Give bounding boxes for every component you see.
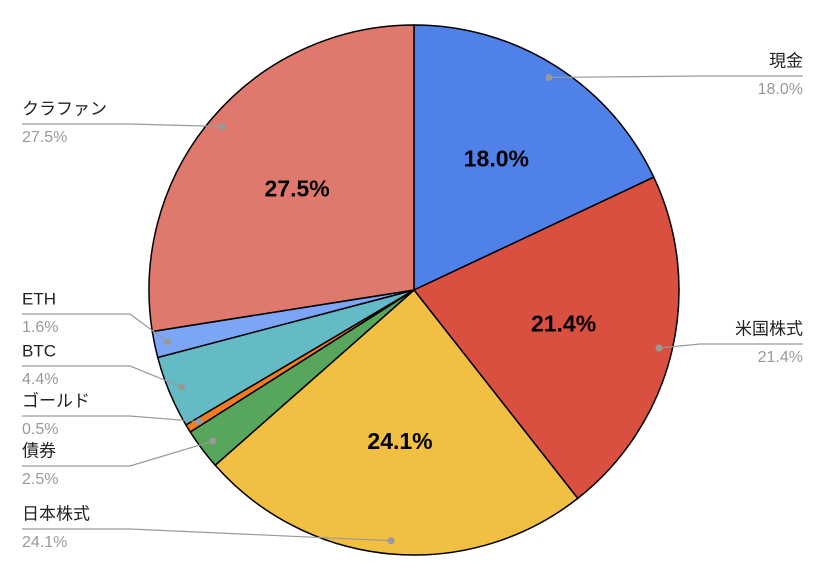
- value-label: 24.1%: [22, 534, 67, 551]
- leader-line: [658, 343, 803, 349]
- value-label: 4.4%: [22, 371, 58, 388]
- value-label: 2.5%: [22, 471, 58, 488]
- legend-label: BTC: [22, 341, 56, 360]
- slice-label: 21.4%: [531, 310, 596, 336]
- leader-dot: [178, 383, 186, 391]
- leader-dot: [545, 73, 553, 81]
- legend-label: ゴールド: [22, 390, 90, 410]
- legend-label: ETH: [22, 289, 56, 308]
- leader-dot: [164, 338, 172, 346]
- pie-slice: [148, 24, 415, 333]
- leader-dot: [195, 418, 203, 426]
- slice-label: 27.5%: [265, 175, 330, 201]
- leader-line: [22, 365, 182, 388]
- leader-line: [22, 123, 223, 128]
- legend-label: 債券: [22, 441, 56, 460]
- legend-label: 米国株式: [735, 319, 803, 338]
- slice-label: 24.1%: [367, 428, 432, 454]
- leader-line: [22, 313, 168, 343]
- leader-dot: [209, 437, 217, 445]
- pie-slice: [413, 24, 655, 292]
- leader-dot: [219, 123, 227, 131]
- value-label: 27.5%: [22, 129, 67, 146]
- value-label: 0.5%: [22, 421, 58, 438]
- value-label: 1.6%: [22, 319, 58, 336]
- leader-dot: [655, 344, 663, 352]
- legend-label: 日本株式: [22, 504, 90, 523]
- leader-line: [22, 415, 200, 423]
- leader-line: [22, 440, 213, 467]
- leader-dot: [387, 537, 395, 545]
- slice-label: 18.0%: [464, 145, 529, 171]
- pie-slice: [214, 288, 579, 556]
- pie-slice: [412, 176, 680, 500]
- leader-line: [22, 528, 392, 542]
- leader-line: [548, 75, 803, 79]
- legend-label: クラファン: [22, 99, 107, 118]
- value-label: 18.0%: [758, 81, 803, 98]
- legend-label: 現金: [769, 51, 803, 70]
- value-label: 21.4%: [758, 349, 803, 366]
